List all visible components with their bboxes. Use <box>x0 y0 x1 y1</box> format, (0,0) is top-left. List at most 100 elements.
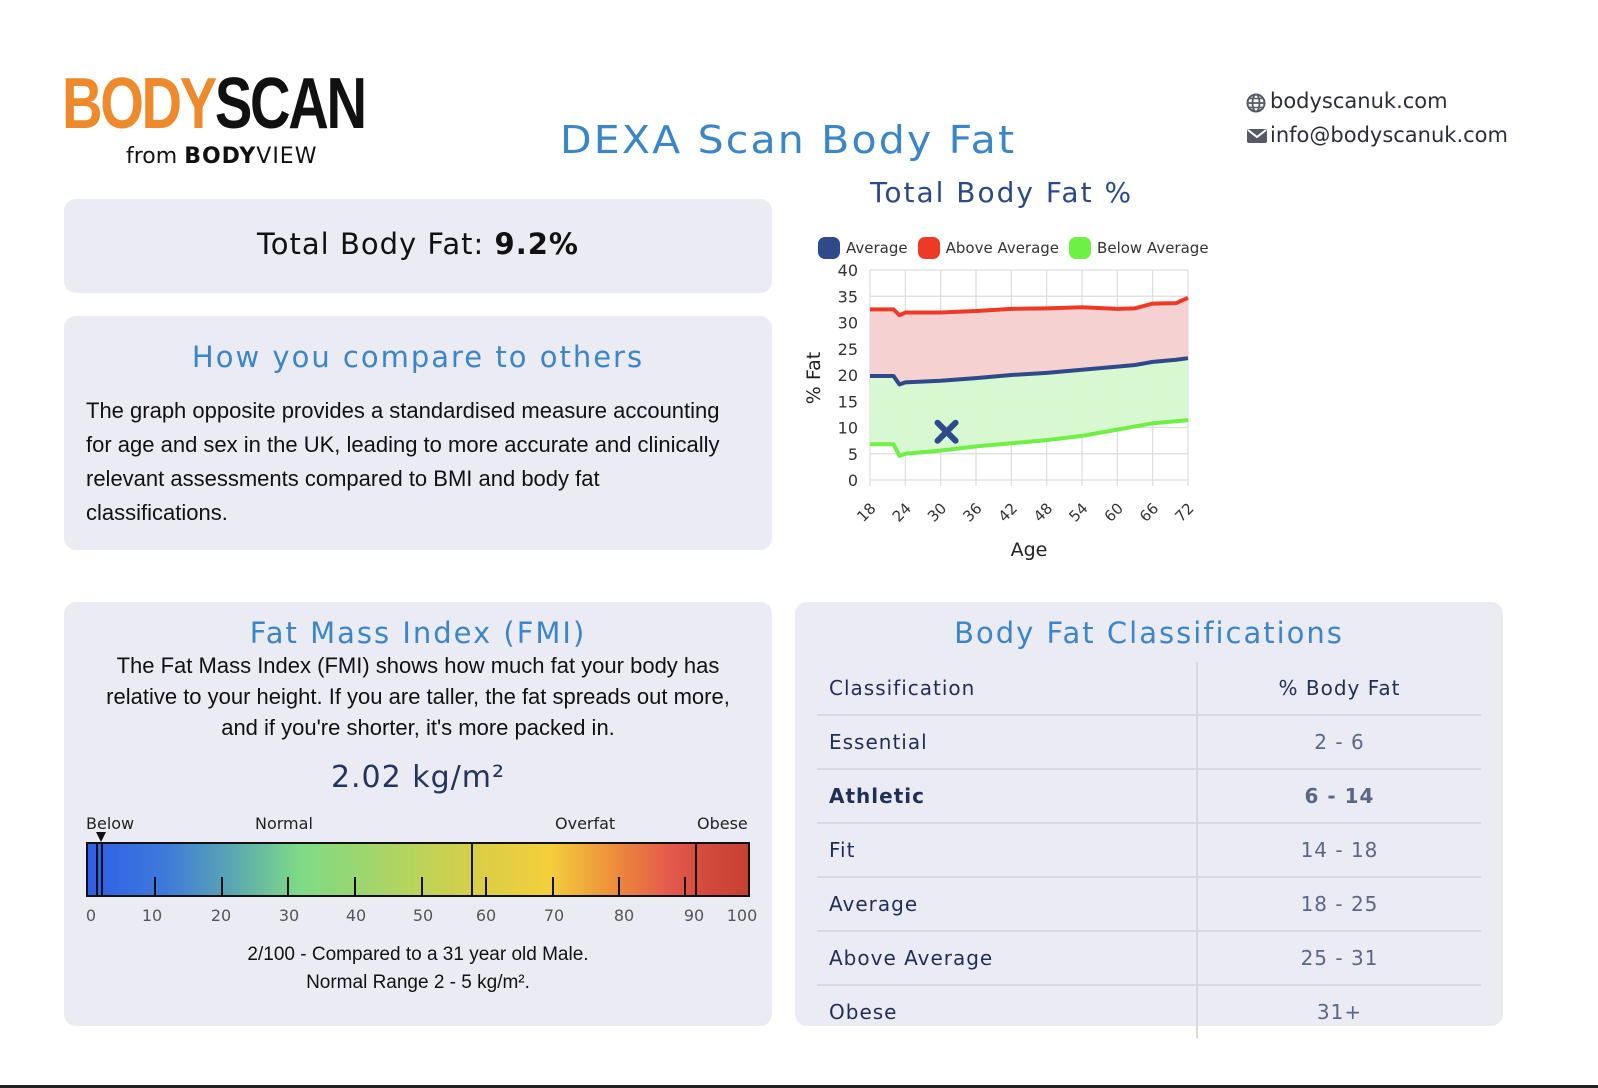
svg-text:5: 5 <box>848 445 858 464</box>
logo-subtitle: from BODYVIEW <box>126 144 317 169</box>
legend-below-average[interactable]: Below Average <box>1069 237 1209 259</box>
series-line <box>870 418 1189 458</box>
tick-label-60: 60 <box>475 906 497 925</box>
envelope-icon <box>1247 129 1267 143</box>
classifications-title: Body Fat Classifications <box>954 616 1344 650</box>
fmi-normal-range: Normal Range 2 - 5 kg/m². <box>306 972 530 993</box>
row-name: Obese <box>817 985 1198 1038</box>
percentile-pointer-icon <box>96 832 106 842</box>
svg-text:40: 40 <box>838 261 858 280</box>
tick-label-80: 80 <box>613 906 635 925</box>
minor-tick <box>354 877 356 895</box>
tick-label-90: 90 <box>683 906 705 925</box>
svg-text:66: 66 <box>1136 499 1162 525</box>
page-title: DEXA Scan Body Fat <box>560 118 1017 162</box>
svg-text:72: 72 <box>1171 499 1197 525</box>
svg-text:60: 60 <box>1101 499 1127 525</box>
logo-sub-view: VIEW <box>256 144 318 169</box>
body-fat-chart: 0 5 10 15 20 25 30 35 40 18 24 30 36 42 48 54 60 66 72 % … <box>803 261 1198 561</box>
legend-label-below-average: Below Average <box>1097 239 1209 257</box>
chart-lines <box>870 295 1189 458</box>
table-row-above-average: Above Average 25 - 31 <box>817 931 1481 986</box>
tick-label-10: 10 <box>141 906 163 925</box>
table-row-essential: Essential 2 - 6 <box>817 715 1481 770</box>
table-header-row: Classification % Body Fat <box>817 662 1481 716</box>
percentile-line <box>101 844 103 895</box>
scale-label-normal: Normal <box>255 814 313 833</box>
minor-tick <box>154 877 156 895</box>
svg-text:54: 54 <box>1065 499 1091 525</box>
row-range: 25 - 31 <box>1197 931 1481 986</box>
svg-text:30: 30 <box>838 314 858 333</box>
svg-text:10: 10 <box>838 419 858 438</box>
row-name: Essential <box>817 715 1198 770</box>
website-link[interactable]: bodyscanuk.com <box>1246 89 1448 113</box>
fmi-card: Fat Mass Index (FMI) The Fat Mass Index … <box>64 602 772 1026</box>
scale-label-obese: Obese <box>697 814 748 833</box>
legend-average[interactable]: Average <box>818 237 908 259</box>
svg-text:36: 36 <box>959 499 985 525</box>
row-range: 14 - 18 <box>1197 823 1481 878</box>
tick-label-30: 30 <box>278 906 300 925</box>
y-axis-label: % Fat <box>803 352 825 404</box>
minor-tick <box>221 877 223 895</box>
fmi-description: The Fat Mass Index (FMI) shows how much … <box>106 653 730 740</box>
email-text: info@bodyscanuk.com <box>1270 123 1508 147</box>
tick-label-40: 40 <box>345 906 367 925</box>
fmi-value: 2.02 kg/m² <box>330 760 506 795</box>
svg-text:20: 20 <box>838 366 858 385</box>
table-row-athletic: Athletic 6 - 14 <box>817 769 1481 824</box>
legend-label-above-average: Above Average <box>945 239 1060 257</box>
boundary-overfat-obese <box>695 844 697 895</box>
compare-card: How you compare to others The graph oppo… <box>64 316 772 550</box>
logo-sub-body: BODY <box>184 144 257 169</box>
boundary-below-normal <box>96 844 98 895</box>
chart-legend: Average Above Average Below Average <box>818 237 1209 259</box>
header-body-fat: % Body Fat <box>1197 662 1481 716</box>
tick-label-50: 50 <box>412 906 434 925</box>
svg-text:30: 30 <box>924 499 950 525</box>
compare-description: The graph opposite provides a standardis… <box>86 398 720 525</box>
row-name: Above Average <box>817 931 1198 986</box>
legend-swatch-above-average <box>917 237 940 259</box>
svg-text:24: 24 <box>889 499 915 525</box>
page-bottom-rule <box>0 1085 1598 1088</box>
logo-scan-text: SCAN <box>214 64 367 144</box>
chart-x-ticks: 18 24 30 36 42 48 54 60 66 72 <box>853 499 1197 525</box>
classifications-table: Classification % Body Fat Essential 2 - … <box>817 662 1481 1038</box>
logo-body-text: BODY <box>62 64 217 144</box>
row-range: 18 - 25 <box>1197 877 1481 932</box>
logo-sub-from: from <box>126 144 178 169</box>
table-row-fit: Fit 14 - 18 <box>817 823 1481 878</box>
row-range: 2 - 6 <box>1197 715 1481 770</box>
svg-text:0: 0 <box>848 471 858 490</box>
minor-tick <box>287 877 289 895</box>
tick-label-100: 100 <box>726 906 758 925</box>
total-body-fat-value: 9.2% <box>494 227 579 261</box>
total-body-fat-label: Total Body Fat: <box>257 227 485 261</box>
total-body-fat-summary: Total Body Fat: 9.2% <box>64 227 772 261</box>
tick-label-70: 70 <box>543 906 565 925</box>
row-name: Athletic <box>817 769 1198 824</box>
svg-text:18: 18 <box>853 499 879 525</box>
tick-label-0: 0 <box>85 906 97 925</box>
chart-y-ticks: 0 5 10 15 20 25 30 35 40 <box>838 261 858 490</box>
svg-text:42: 42 <box>995 499 1021 525</box>
your-result-marker <box>934 419 959 444</box>
x-axis-label: Age <box>1011 539 1048 561</box>
minor-tick <box>618 877 620 895</box>
email-link[interactable]: info@bodyscanuk.com <box>1247 123 1508 147</box>
minor-tick <box>552 877 554 895</box>
series-line <box>870 295 1189 318</box>
svg-text:48: 48 <box>1030 499 1056 525</box>
series-line <box>870 356 1189 387</box>
fmi-comparison: 2/100 - Compared to a 31 year old Male. <box>247 944 589 965</box>
table-row-obese: Obese 31+ <box>817 985 1481 1038</box>
globe-icon <box>1246 93 1266 113</box>
legend-above-average[interactable]: Above Average <box>917 237 1060 259</box>
header-classification: Classification <box>817 662 1198 716</box>
svg-text:15: 15 <box>838 392 858 411</box>
legend-swatch-below-average <box>1069 237 1092 259</box>
svg-text:35: 35 <box>838 287 858 306</box>
compare-title: How you compare to others <box>191 340 645 374</box>
